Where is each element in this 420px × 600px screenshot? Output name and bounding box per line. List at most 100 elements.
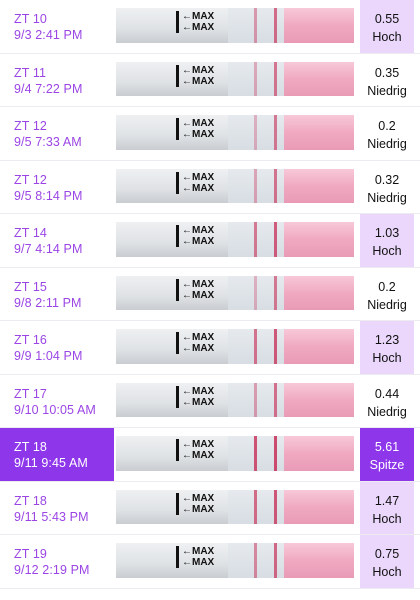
max-marker: ←MAX ←MAX <box>176 492 215 515</box>
test-strip-image: ←MAX ←MAX <box>114 482 354 535</box>
lh-ratio-value: 0.55 <box>374 12 400 26</box>
test-row[interactable]: ZT 16 9/9 1:04 PM ←MAX ←MAX 1.23 Hoch <box>0 321 420 375</box>
test-row[interactable]: ZT 11 9/4 7:22 PM ←MAX ←MAX 0.35 Niedrig <box>0 54 420 107</box>
lh-ratio-value: 1.03 <box>374 226 400 240</box>
test-date-cell: ZT 10 9/3 2:41 PM <box>0 0 114 53</box>
test-datetime: 9/12 2:19 PM <box>14 563 90 577</box>
test-strip-image: ←MAX ←MAX <box>114 535 354 588</box>
arrow-left-icon: ← <box>182 546 192 557</box>
lh-level-label: Hoch <box>372 511 402 526</box>
control-line <box>274 61 277 96</box>
lh-level-label: Spitze <box>369 458 405 472</box>
lh-level-label: Hoch <box>372 351 402 365</box>
lh-ratio-value: 0.32 <box>374 172 400 187</box>
test-row[interactable]: ZT 15 9/8 2:11 PM ←MAX ←MAX 0.2 Niedrig <box>0 268 420 321</box>
max-marker: ←MAX ←MAX <box>176 546 214 568</box>
max-marker: ←MAX ←MAX <box>176 171 215 194</box>
max-marker: ←MAX ←MAX <box>176 385 214 408</box>
lh-value-box: 1.03 Hoch <box>360 214 414 267</box>
test-datetime: 9/4 7:22 PM <box>14 81 83 96</box>
lh-level-label: Hoch <box>372 244 402 258</box>
arrow-left-icon: ← <box>182 332 192 343</box>
cycle-day-label: ZT 11 <box>14 65 46 80</box>
lh-value-box: 0.44 Niedrig <box>360 375 414 428</box>
test-strip-image: ←MAX ←MAX <box>114 0 354 53</box>
arrow-left-icon: ← <box>182 182 192 194</box>
lh-value-cell: 0.75 Hoch <box>354 535 420 588</box>
test-row[interactable]: ZT 17 9/10 10:05 AM ←MAX ←MAX 0.44 Niedri… <box>0 375 420 428</box>
lh-value-box: 5.61 Spitze <box>360 428 414 481</box>
lh-value-cell: 5.61 Spitze <box>354 428 420 481</box>
lh-value-box: 0.32 Niedrig <box>360 161 414 214</box>
max-label: MAX <box>192 11 215 22</box>
test-line <box>254 8 257 43</box>
test-row[interactable]: ZT 12 9/5 8:14 PM ←MAX ←MAX 0.32 Niedrig <box>0 161 420 214</box>
test-strip-image: ←MAX ←MAX <box>114 375 354 428</box>
arrow-left-icon: ← <box>182 385 192 397</box>
test-line <box>254 382 257 417</box>
ovulation-test-strip: ←MAX ←MAX <box>116 543 354 578</box>
lh-value-box: 0.2 Niedrig <box>360 107 414 160</box>
test-row[interactable]: ZT 10 9/3 2:41 PM ←MAX ←MAX 0.55 Hoch <box>0 0 420 54</box>
max-label: MAX <box>192 450 215 461</box>
max-marker: ←MAX ←MAX <box>176 11 214 33</box>
ovulation-test-strip: ←MAX ←MAX <box>116 115 354 150</box>
ovulation-test-strip: ←MAX ←MAX <box>116 222 354 257</box>
lh-ratio-value: 0.75 <box>374 547 400 561</box>
max-label: MAX <box>192 557 215 568</box>
test-datetime: 9/11 5:43 PM <box>14 509 89 524</box>
control-line <box>274 489 277 524</box>
control-line <box>274 329 277 364</box>
cycle-day-label: ZT 14 <box>14 226 47 240</box>
control-line <box>274 436 277 471</box>
test-line <box>254 436 257 471</box>
control-line <box>274 168 277 203</box>
cycle-day-label: ZT 12 <box>14 119 47 133</box>
arrow-left-icon: ← <box>182 278 192 290</box>
arrow-left-icon: ← <box>182 450 192 461</box>
control-line <box>274 382 277 417</box>
lh-value-cell: 1.47 Hoch <box>354 481 420 534</box>
arrow-left-icon: ← <box>182 439 192 450</box>
lh-value-box: 1.47 Hoch <box>360 481 414 534</box>
ovulation-test-strip: ←MAX ←MAX <box>116 329 354 364</box>
arrow-left-icon: ← <box>182 11 192 22</box>
max-marker: ←MAX ←MAX <box>176 64 215 87</box>
test-datetime: 9/11 9:45 AM <box>14 456 88 470</box>
ovulation-test-strip: ←MAX ←MAX <box>116 8 354 43</box>
lh-level-label: Niedrig <box>367 83 407 98</box>
control-line <box>274 115 277 150</box>
arrow-left-icon: ← <box>182 129 192 140</box>
test-date-cell: ZT 11 9/4 7:22 PM <box>0 54 114 107</box>
test-line <box>254 61 257 96</box>
lh-level-label: Hoch <box>372 565 402 579</box>
control-line <box>274 275 277 310</box>
lh-value-cell: 0.32 Niedrig <box>354 161 420 214</box>
lh-value-cell: 0.35 Niedrig <box>354 54 420 107</box>
lh-ratio-value: 0.35 <box>374 65 400 80</box>
max-label: MAX <box>192 289 215 301</box>
test-line <box>254 329 257 364</box>
lh-value-cell: 1.03 Hoch <box>354 214 420 267</box>
max-marker: ←MAX ←MAX <box>176 118 214 140</box>
cycle-day-label: ZT 15 <box>14 279 47 294</box>
max-label: MAX <box>192 171 215 183</box>
cycle-day-label: ZT 18 <box>14 493 47 508</box>
lh-value-cell: 0.2 Niedrig <box>354 107 420 160</box>
max-label: MAX <box>192 64 215 76</box>
max-label: MAX <box>192 278 215 290</box>
test-row[interactable]: ZT 19 9/12 2:19 PM ←MAX ←MAX 0.75 Hoch <box>0 535 420 589</box>
max-label: MAX <box>192 225 215 236</box>
test-row[interactable]: ZT 18 9/11 5:43 PM ←MAX ←MAX 1.47 Hoch <box>0 481 420 535</box>
test-date-cell: ZT 17 9/10 10:05 AM <box>0 375 114 428</box>
lh-ratio-value: 5.61 <box>374 440 400 454</box>
test-row[interactable]: ZT 18 9/11 9:45 AM ←MAX ←MAX 5.61 Spitze <box>0 428 420 482</box>
test-row[interactable]: ZT 14 9/7 4:14 PM ←MAX ←MAX 1.03 Hoch <box>0 214 420 268</box>
cycle-day-label: ZT 19 <box>14 547 47 561</box>
ovulation-test-strip: ←MAX ←MAX <box>116 382 354 417</box>
max-label: MAX <box>192 492 215 504</box>
lh-value-cell: 0.55 Hoch <box>354 0 420 53</box>
test-row[interactable]: ZT 12 9/5 7:33 AM ←MAX ←MAX 0.2 Niedrig <box>0 107 420 161</box>
test-datetime: 9/5 7:33 AM <box>14 135 82 149</box>
lh-ratio-value: 0.2 <box>378 279 396 294</box>
